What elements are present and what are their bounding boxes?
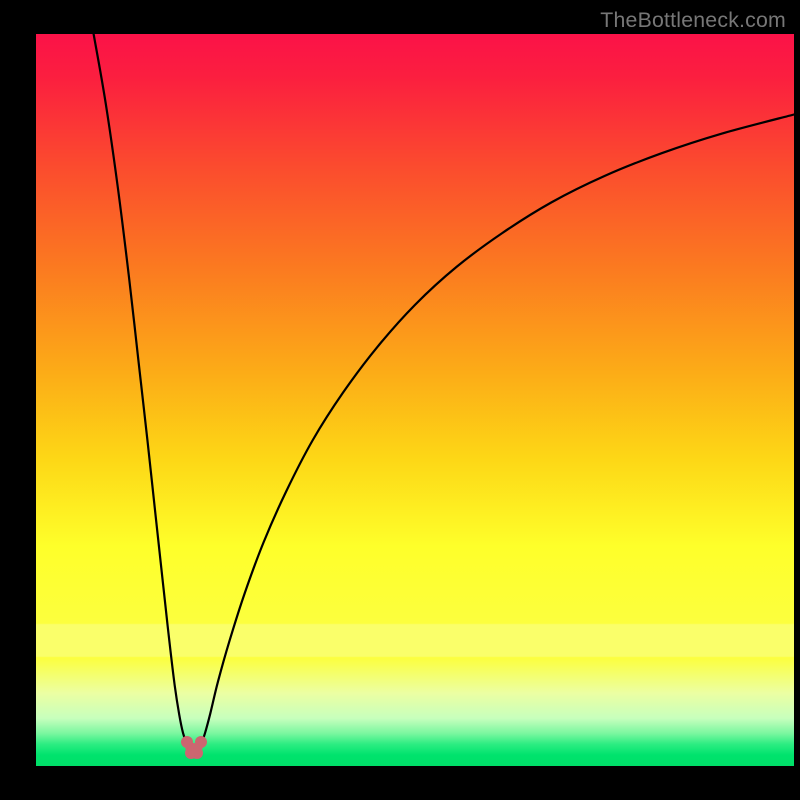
- curve-left-branch: [94, 34, 187, 744]
- plot-area: [36, 34, 794, 766]
- curve-right-branch: [201, 115, 794, 745]
- trough-marker-2: [191, 747, 203, 759]
- trough-marker-3: [195, 736, 207, 748]
- curve-layer: [36, 34, 794, 766]
- watermark-text: TheBottleneck.com: [600, 8, 786, 33]
